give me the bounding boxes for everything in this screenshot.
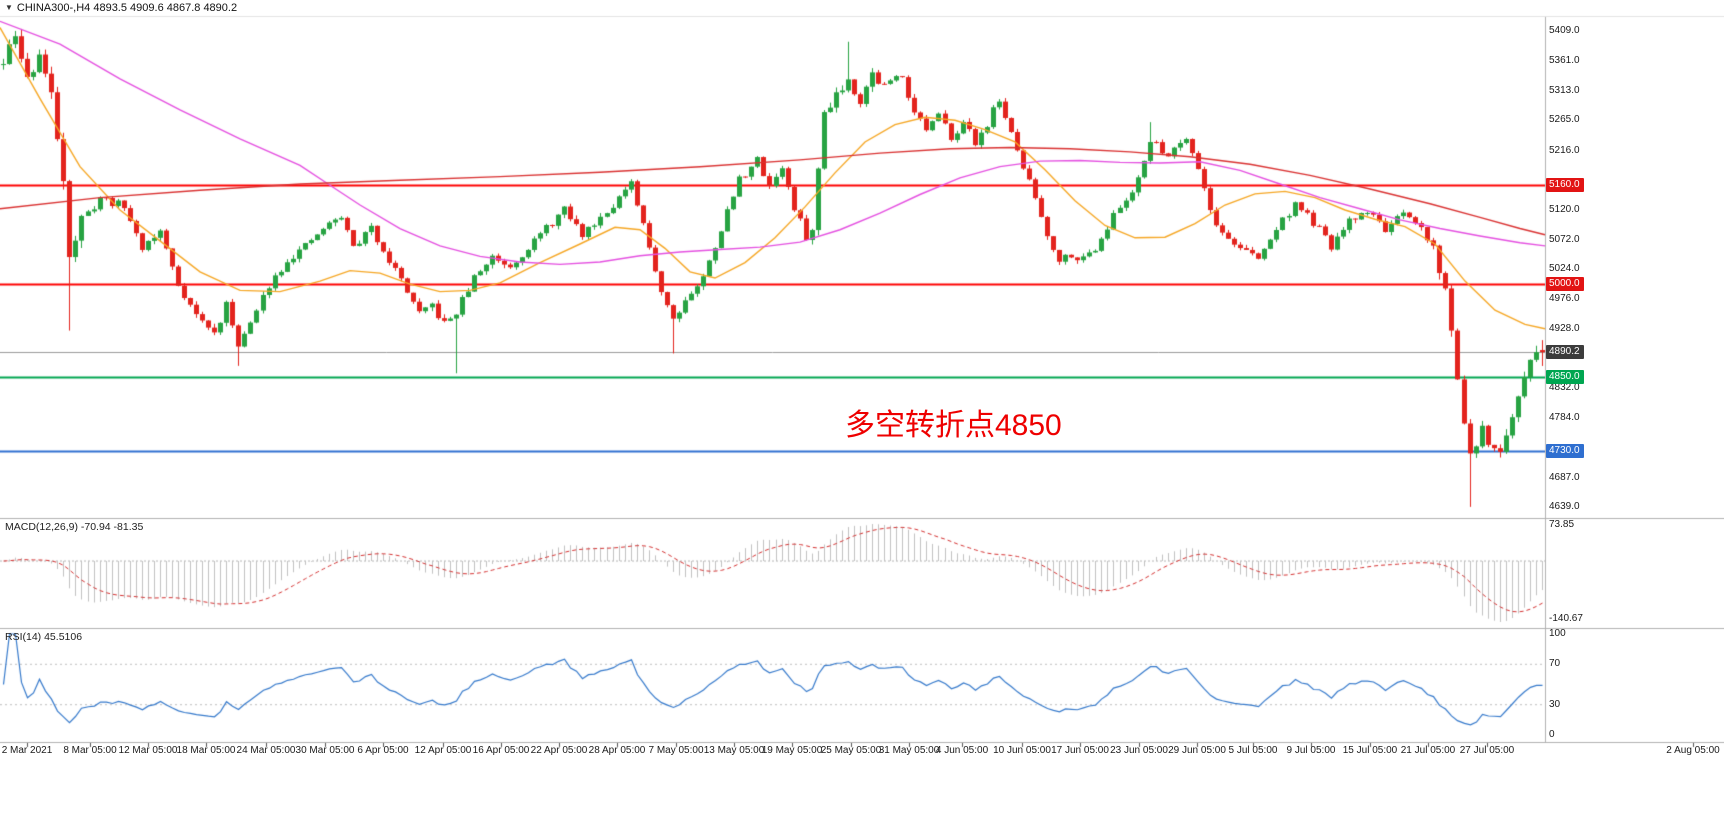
- time-axis[interactable]: 2 Mar 2021 8 Mar 05:00 12 Mar 05:00 18 Mar …: [0, 742, 1724, 762]
- price-axis-label: 5313.0: [1549, 84, 1580, 96]
- time-axis-label: 27 Jul 05:00: [1459, 745, 1515, 756]
- chart-header: ▼ CHINA300-,H4 4893.5 4909.6 4867.8 4890.…: [5, 2, 237, 14]
- time-axis-label: 5 Jul 05:00: [1228, 745, 1278, 756]
- time-axis-label: 25 May 05:00: [820, 745, 882, 756]
- time-axis-label: 6 Apr 05:00: [357, 745, 409, 756]
- price-axis-label: 5072.0: [1549, 233, 1580, 245]
- time-axis-label: 22 Apr 05:00: [530, 745, 588, 756]
- rsi-axis-label: 100: [1549, 628, 1566, 639]
- price-badge-5160-0: 5160.0: [1546, 178, 1584, 193]
- rsi-axis-label: 70: [1549, 658, 1561, 670]
- time-axis-label: 8 Mar 05:00: [63, 745, 117, 756]
- time-axis-label: 12 Apr 05:00: [414, 745, 472, 756]
- time-axis-label: 18 Mar 05:00: [176, 745, 236, 756]
- collapse-marker-icon[interactable]: ▼: [5, 3, 13, 12]
- time-axis-label: 10 Jun 05:00: [993, 745, 1051, 756]
- price-axis-label: 4687.0: [1549, 471, 1580, 483]
- time-axis-label: 2 Mar 2021: [1, 745, 53, 756]
- price-badge-4890-2: 4890.2: [1546, 345, 1584, 360]
- time-axis-label: 9 Jul 05:00: [1286, 745, 1336, 756]
- price-axis-label: 5361.0: [1549, 54, 1580, 66]
- price-badge-4850-0: 4850.0: [1546, 369, 1584, 384]
- time-axis-label: 13 May 05:00: [703, 745, 765, 756]
- time-axis-label: 23 Jun 05:00: [1110, 745, 1168, 756]
- macd-indicator-label: MACD(12,26,9) -70.94 -81.35: [5, 521, 144, 533]
- price-axis-label: 4976.0: [1549, 293, 1580, 305]
- rsi-axis-label: 30: [1549, 698, 1561, 710]
- time-axis-label: 2 Aug 05:00: [1666, 745, 1720, 756]
- price-axis-label: 4639.0: [1549, 501, 1580, 513]
- time-axis-label: 15 Jul 05:00: [1342, 745, 1398, 756]
- time-axis-label: 31 May 05:00: [878, 745, 940, 756]
- price-axis-label: 4784.0: [1549, 411, 1580, 423]
- time-axis-label: 7 May 05:00: [648, 745, 704, 756]
- price-axis-label: 4832.0: [1549, 382, 1580, 394]
- time-axis-label: 4 Jun 05:00: [935, 745, 989, 756]
- price-badge-4730-0: 4730.0: [1546, 444, 1584, 459]
- price-axis-label: 4928.0: [1549, 322, 1580, 334]
- time-axis-label: 21 Jul 05:00: [1400, 745, 1456, 756]
- time-axis-label: 24 Mar 05:00: [236, 745, 296, 756]
- price-axis-label: 5120.0: [1549, 203, 1580, 215]
- time-axis-label: 12 Mar 05:00: [118, 745, 178, 756]
- time-axis-label: 28 Apr 05:00: [588, 745, 646, 756]
- price-badge-5000-0: 5000.0: [1546, 277, 1584, 292]
- time-axis-label: 19 May 05:00: [761, 745, 823, 756]
- macd-lower-value: -140.67: [1549, 613, 1583, 624]
- price-axis-label: 5265.0: [1549, 114, 1580, 126]
- time-axis-label: 16 Apr 05:00: [472, 745, 530, 756]
- symbol-ohlc-info: CHINA300-,H4 4893.5 4909.6 4867.8 4890.2: [16, 2, 238, 14]
- price-axis-label: 5216.0: [1549, 144, 1580, 156]
- time-axis-label: 29 Jun 05:00: [1168, 745, 1226, 756]
- time-axis-label: 30 Mar 05:00: [295, 745, 355, 756]
- macd-upper-value: 73.85: [1549, 519, 1575, 530]
- rsi-axis-label: 0: [1549, 729, 1555, 740]
- price-axis[interactable]: 5409.0 5361.0 5313.0 5265.0 5216.0 5120.0 5072…: [1545, 0, 1724, 742]
- chart-annotation-text: 多空转折点4850: [845, 409, 1062, 442]
- price-axis-label: 5024.0: [1549, 263, 1580, 275]
- rsi-indicator-label: RSI(14) 45.5106: [5, 631, 83, 643]
- price-axis-label: 5409.0: [1549, 25, 1580, 37]
- time-axis-label: 17 Jun 05:00: [1051, 745, 1109, 756]
